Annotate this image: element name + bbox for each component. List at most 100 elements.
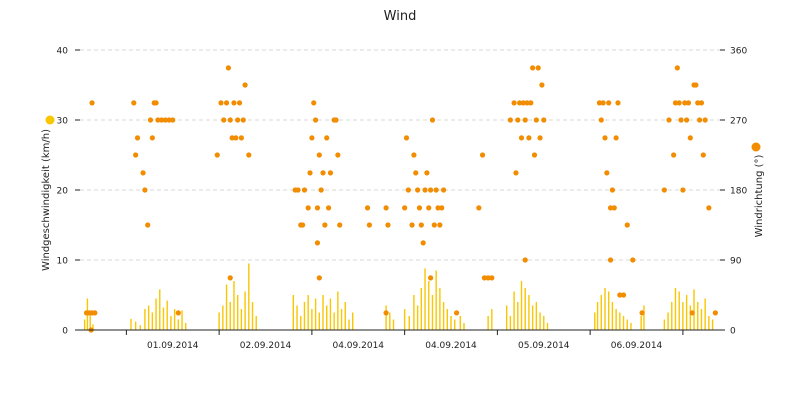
direction-point	[531, 152, 538, 158]
direction-point	[214, 152, 220, 158]
direction-point	[235, 117, 241, 123]
direction-point	[231, 100, 237, 106]
direction-point	[337, 222, 343, 228]
direction-point	[609, 187, 616, 193]
direction-point	[539, 82, 545, 88]
direction-point	[221, 117, 227, 123]
direction-point	[453, 310, 460, 316]
direction-point	[615, 100, 621, 106]
direction-point	[535, 65, 541, 71]
x-tick-label: 01.09.2014	[147, 341, 199, 351]
direction-point	[511, 100, 517, 106]
direction-point	[149, 135, 155, 141]
direction-point	[316, 275, 322, 281]
direction-point	[312, 117, 319, 123]
direction-point	[696, 117, 703, 123]
direction-point	[314, 240, 321, 246]
direction-point	[624, 222, 630, 228]
direction-point	[600, 100, 606, 106]
direction-point	[685, 100, 692, 106]
direction-point	[522, 117, 528, 123]
y-right-tick-label: 0	[730, 327, 736, 337]
direction-point	[240, 117, 246, 123]
direction-point	[327, 170, 334, 176]
direction-point	[405, 187, 411, 193]
direction-point	[712, 310, 718, 316]
direction-point	[617, 292, 623, 298]
direction-point	[147, 117, 154, 123]
direction-point	[693, 82, 699, 88]
direction-point	[335, 152, 341, 158]
direction-point	[311, 100, 317, 106]
direction-point	[520, 100, 526, 106]
direction-point	[424, 170, 430, 176]
direction-point	[428, 187, 434, 193]
direction-point	[485, 275, 491, 281]
direction-point	[515, 117, 521, 123]
direction-point	[227, 275, 233, 281]
direction-point	[676, 100, 682, 106]
direction-point	[411, 152, 417, 158]
direction-point	[684, 117, 690, 123]
direction-point	[227, 117, 233, 123]
direction-point	[305, 205, 311, 211]
direction-point	[602, 135, 608, 141]
direction-point	[153, 100, 159, 106]
direction-point	[702, 117, 708, 123]
direction-point	[140, 170, 146, 176]
speed-bars	[83, 263, 714, 330]
direction-point	[170, 117, 176, 123]
x-axis: 01.09.2014 02.09.2014 04.09.2014 04.09.2014…	[125, 330, 684, 351]
direction-point	[322, 222, 328, 228]
direction-point	[620, 292, 627, 298]
direction-point	[611, 205, 617, 211]
y-axis-left: 0 10 20 30 40	[57, 47, 80, 337]
direction-point	[402, 205, 408, 211]
y-left-tick-label: 10	[57, 257, 69, 267]
direction-point	[435, 205, 441, 211]
direction-point	[661, 187, 667, 193]
y-left-tick-label: 20	[57, 187, 69, 197]
direction-point	[218, 100, 224, 106]
x-tick-label: 05.09.2014	[518, 341, 570, 351]
direction-point	[517, 100, 523, 106]
direction-point	[522, 257, 528, 263]
y-axis-right-label: Windrichtung (°)	[754, 155, 765, 238]
direction-point	[229, 135, 235, 141]
direction-point	[318, 187, 324, 193]
y-left-tick-label: 30	[57, 117, 69, 127]
x-tick-label: 06.09.2014	[611, 341, 663, 351]
direction-point	[89, 100, 95, 106]
direction-point	[706, 205, 712, 211]
direction-point	[426, 205, 432, 211]
y-axis-left-label: Windgeschwindigkeit (km/h)	[41, 129, 52, 271]
direction-point	[134, 135, 141, 141]
direction-point	[682, 100, 688, 106]
direction-point	[687, 135, 693, 141]
direction-point	[300, 222, 306, 228]
y-left-tick-label: 0	[62, 327, 68, 337]
direction-point	[325, 205, 332, 211]
direction-point	[433, 187, 439, 193]
direction-point	[418, 222, 424, 228]
y-right-tick-label: 180	[730, 187, 747, 197]
direction-point	[630, 257, 636, 263]
direction-point	[674, 65, 680, 71]
direction-point	[403, 135, 410, 141]
direction-point	[314, 205, 321, 211]
direction-point	[233, 135, 239, 141]
direction-point	[680, 187, 686, 193]
direction-point	[666, 117, 672, 123]
direction-point	[524, 100, 530, 106]
direction-point	[671, 152, 677, 158]
direction-point	[295, 187, 301, 193]
direction-points	[83, 65, 718, 333]
direction-point	[385, 222, 391, 228]
direction-point	[598, 117, 604, 123]
direction-point	[606, 100, 612, 106]
speed-legend-marker	[45, 115, 55, 125]
y-axis-right: 0 90 180 270 360	[720, 47, 747, 337]
direction-point	[526, 135, 532, 141]
direction-point	[695, 100, 701, 106]
